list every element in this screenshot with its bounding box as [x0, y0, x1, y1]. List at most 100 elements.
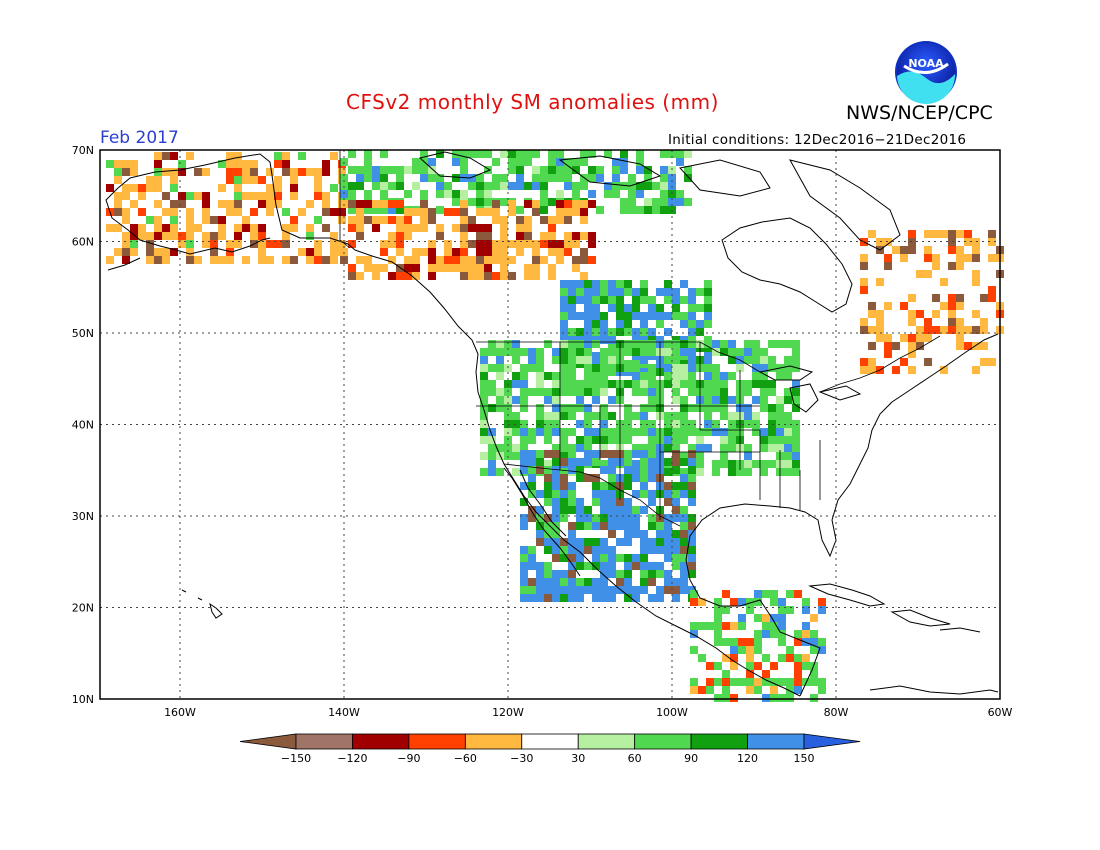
anomaly-cell: [628, 190, 636, 198]
anomaly-cell: [330, 152, 338, 160]
anomaly-cell: [476, 174, 484, 182]
anomaly-cell: [170, 216, 178, 224]
anomaly-cell: [792, 396, 800, 404]
map-frame: [99, 149, 1001, 700]
anomaly-cell: [468, 272, 476, 280]
anomaly-cell: [528, 458, 536, 466]
anomaly-cell: [532, 182, 540, 190]
anomaly-cell: [560, 498, 568, 506]
anomaly-cell: [452, 198, 460, 206]
anomaly-cell: [632, 412, 640, 420]
anomaly-cell: [242, 176, 250, 184]
anomaly-cell: [114, 192, 122, 200]
anomaly-cell: [776, 404, 784, 412]
anomaly-cell: [592, 522, 600, 530]
anomaly-cell: [636, 190, 644, 198]
lon-label: 160W: [164, 706, 196, 719]
anomaly-cell: [552, 458, 560, 466]
anomaly-cell: [980, 342, 988, 350]
anomaly-cell: [652, 206, 660, 214]
anomaly-cell: [234, 160, 242, 168]
anomaly-cell: [738, 638, 746, 646]
anomaly-cell: [712, 468, 720, 476]
anomaly-cell: [468, 150, 476, 158]
anomaly-cell: [592, 490, 600, 498]
anomaly-cell: [290, 192, 298, 200]
colorbar: −150 −120 −90 −60 −30 30 60 90 120 150: [239, 733, 861, 765]
anomaly-cell: [810, 638, 818, 646]
anomaly-cell: [500, 264, 508, 272]
anomaly-cell: [548, 272, 556, 280]
anomaly-cell: [584, 444, 592, 452]
anomaly-cell: [584, 404, 592, 412]
anomaly-cell: [480, 372, 488, 380]
anomaly-cell: [560, 328, 568, 336]
anomaly-cell: [496, 356, 504, 364]
anomaly-cell: [776, 436, 784, 444]
anomaly-cell: [480, 380, 488, 388]
anomaly-cell: [688, 458, 696, 466]
anomaly-cell: [122, 232, 130, 240]
anomaly-cell: [690, 686, 698, 694]
anomaly-cell: [274, 152, 282, 160]
anomaly-cell: [972, 246, 980, 254]
anomaly-cell: [696, 444, 704, 452]
anomaly-cell: [226, 200, 234, 208]
anomaly-cell: [600, 570, 608, 578]
anomaly-cell: [698, 686, 706, 694]
anomaly-cell: [600, 498, 608, 506]
anomaly-cell: [784, 372, 792, 380]
anomaly-cell: [924, 318, 932, 326]
anomaly-cell: [484, 190, 492, 198]
anomaly-cell: [794, 670, 802, 678]
anomaly-cell: [588, 150, 596, 158]
anomaly-cell: [282, 224, 290, 232]
anomaly-cell: [672, 412, 680, 420]
anomaly-cell: [714, 614, 722, 622]
anomaly-cell: [564, 166, 572, 174]
anomaly-cell: [584, 578, 592, 586]
anomaly-cell: [584, 296, 592, 304]
anomaly-cell: [178, 240, 186, 248]
anomaly-cell: [760, 364, 768, 372]
anomaly-cell: [624, 498, 632, 506]
anomaly-cell: [560, 514, 568, 522]
anomaly-cell: [496, 396, 504, 404]
anomaly-cell: [572, 232, 580, 240]
anomaly-cell: [520, 546, 528, 554]
anomaly-cell: [322, 256, 330, 264]
anomaly-cell: [704, 320, 712, 328]
anomaly-cell: [274, 192, 282, 200]
anomaly-cell: [504, 348, 512, 356]
anomaly-cell: [802, 606, 810, 614]
anomaly-cell: [640, 320, 648, 328]
anomaly-cell: [568, 288, 576, 296]
anomaly-cell: [388, 272, 396, 280]
anomaly-cell: [404, 272, 412, 280]
anomaly-cell: [372, 174, 380, 182]
anomaly-cell: [388, 166, 396, 174]
anomaly-cell: [704, 404, 712, 412]
anomaly-cell: [588, 256, 596, 264]
anomaly-cell: [818, 606, 826, 614]
anomaly-cell: [916, 270, 924, 278]
anomaly-cell: [508, 240, 516, 248]
anomaly-cell: [592, 396, 600, 404]
anomaly-cell: [744, 380, 752, 388]
anomaly-cell: [784, 340, 792, 348]
anomaly-cell: [568, 570, 576, 578]
anomaly-cell: [186, 224, 194, 232]
anomaly-cell: [576, 522, 584, 530]
anomaly-cell: [154, 160, 162, 168]
anomaly-cell: [644, 206, 652, 214]
anomaly-cell: [322, 224, 330, 232]
anomaly-cell: [664, 468, 672, 476]
anomaly-cell: [528, 554, 536, 562]
anomaly-cell: [608, 458, 616, 466]
anomaly-cell: [810, 694, 818, 702]
anomaly-cell: [178, 232, 186, 240]
anomaly-cell: [754, 590, 762, 598]
anomaly-cell: [396, 240, 404, 248]
anomaly-cell: [600, 312, 608, 320]
anomaly-cell: [690, 590, 698, 598]
